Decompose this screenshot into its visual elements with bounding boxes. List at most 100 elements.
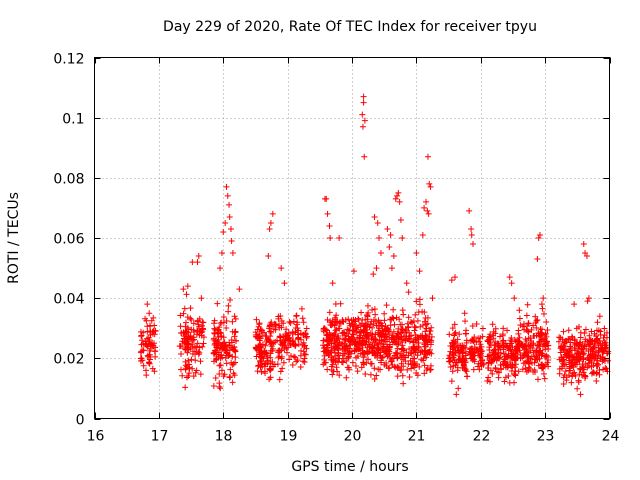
data-point xyxy=(150,342,157,349)
x-tick-label: 23 xyxy=(537,429,555,445)
data-point xyxy=(360,359,367,366)
data-point xyxy=(468,355,475,362)
data-point xyxy=(328,363,335,370)
data-point xyxy=(408,350,415,357)
data-point xyxy=(383,302,390,309)
data-point xyxy=(292,342,299,349)
data-point xyxy=(595,342,602,349)
data-point xyxy=(275,354,282,361)
data-point xyxy=(281,280,288,287)
data-point xyxy=(512,361,519,368)
data-point xyxy=(147,329,154,336)
data-point xyxy=(426,180,433,187)
data-point xyxy=(524,328,531,335)
data-point xyxy=(228,359,235,366)
data-point xyxy=(229,353,236,360)
data-point xyxy=(262,332,269,339)
data-point xyxy=(276,376,283,383)
data-point xyxy=(339,330,346,337)
data-point xyxy=(367,371,374,378)
data-point xyxy=(486,333,493,340)
data-point xyxy=(452,329,459,336)
data-point xyxy=(330,356,337,363)
data-point xyxy=(396,316,403,323)
data-point xyxy=(423,333,430,340)
data-point xyxy=(277,333,284,340)
data-point xyxy=(605,357,612,364)
chart-title: Day 229 of 2020, Rate Of TEC Index for r… xyxy=(163,19,537,35)
data-point xyxy=(394,192,401,199)
data-point xyxy=(184,324,191,331)
data-point xyxy=(342,317,349,324)
data-point xyxy=(535,235,542,241)
data-point xyxy=(268,340,275,347)
data-point xyxy=(331,337,338,344)
data-point xyxy=(489,370,496,377)
data-point xyxy=(506,274,513,281)
data-point xyxy=(190,373,197,380)
data-point xyxy=(392,195,399,202)
data-point xyxy=(601,332,608,339)
data-point xyxy=(216,324,223,331)
data-point xyxy=(506,343,513,350)
data-point xyxy=(197,358,204,365)
data-point xyxy=(585,362,592,369)
plot-frame xyxy=(94,57,610,419)
data-point xyxy=(469,337,476,344)
data-point xyxy=(538,301,545,308)
data-point xyxy=(402,337,409,344)
data-point xyxy=(376,235,383,241)
data-point xyxy=(277,341,284,348)
data-point xyxy=(399,372,406,379)
data-point xyxy=(327,235,334,241)
data-point xyxy=(408,365,415,372)
data-point xyxy=(500,337,507,344)
data-point xyxy=(336,235,343,241)
data-point xyxy=(377,320,384,327)
data-point xyxy=(505,373,512,380)
data-point xyxy=(446,352,453,359)
y-tick-label: 0.02 xyxy=(53,352,84,368)
data-point xyxy=(152,353,159,360)
data-point xyxy=(223,183,230,190)
data-point xyxy=(591,330,598,337)
data-point xyxy=(183,339,190,346)
data-point xyxy=(580,356,587,363)
data-point xyxy=(568,379,575,386)
data-point xyxy=(574,385,581,392)
data-point xyxy=(227,297,234,304)
data-point xyxy=(450,354,457,361)
data-point xyxy=(350,316,357,323)
data-point xyxy=(522,365,529,372)
y-tick-label: 0.08 xyxy=(53,172,84,188)
data-point xyxy=(220,373,227,380)
data-point xyxy=(371,306,378,313)
data-point xyxy=(232,354,239,361)
data-point xyxy=(386,244,393,251)
data-point xyxy=(333,364,340,371)
data-point xyxy=(211,330,218,337)
data-point xyxy=(528,353,535,360)
data-point xyxy=(340,329,347,336)
data-point xyxy=(291,353,298,360)
data-point xyxy=(540,295,547,302)
data-point xyxy=(453,391,460,398)
data-point xyxy=(292,329,299,336)
data-point xyxy=(459,349,466,356)
data-point xyxy=(532,313,539,320)
data-point xyxy=(462,330,469,337)
data-point xyxy=(364,312,371,319)
data-point xyxy=(216,380,223,387)
data-point xyxy=(217,265,224,272)
x-tick-label: 16 xyxy=(87,429,105,445)
data-point xyxy=(577,334,584,341)
data-point xyxy=(364,350,371,357)
data-point xyxy=(188,356,195,363)
data-point xyxy=(525,364,532,371)
data-point xyxy=(582,250,589,257)
data-point xyxy=(584,298,591,305)
data-point xyxy=(573,325,580,332)
data-point xyxy=(411,355,418,362)
data-point xyxy=(384,225,391,232)
data-point xyxy=(218,333,225,340)
